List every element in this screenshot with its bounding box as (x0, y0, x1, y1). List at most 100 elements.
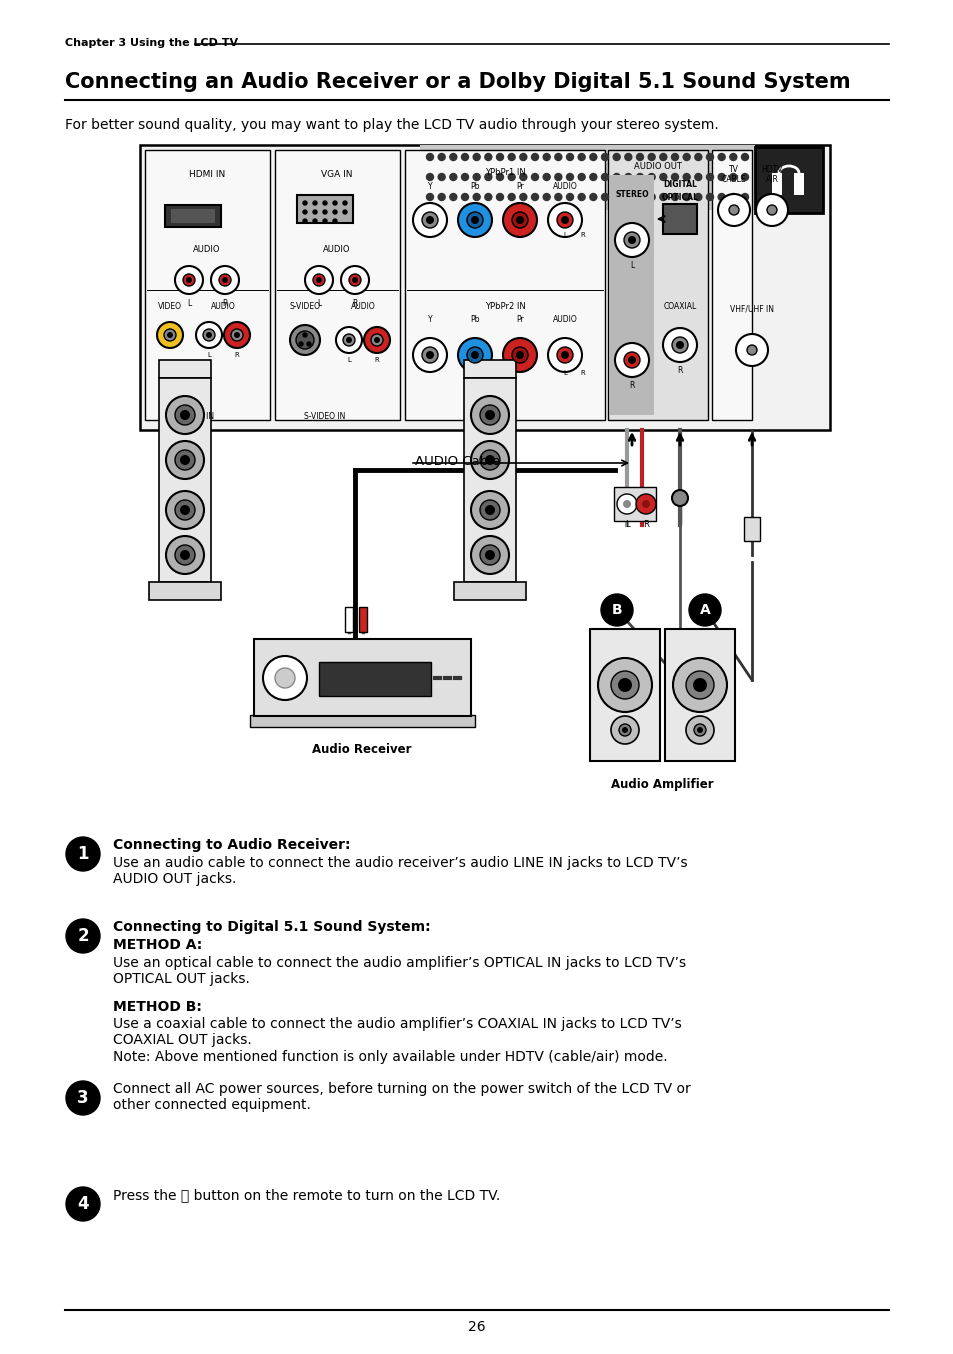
Circle shape (298, 343, 303, 347)
Circle shape (613, 194, 619, 200)
Circle shape (195, 322, 222, 348)
Circle shape (496, 194, 503, 200)
FancyBboxPatch shape (274, 150, 399, 420)
Circle shape (547, 338, 581, 372)
Circle shape (555, 194, 561, 200)
Circle shape (746, 345, 757, 355)
Circle shape (718, 194, 724, 200)
Circle shape (295, 330, 314, 349)
Circle shape (516, 217, 523, 223)
Circle shape (174, 265, 203, 294)
FancyBboxPatch shape (743, 517, 760, 542)
FancyBboxPatch shape (149, 582, 221, 600)
Circle shape (479, 405, 499, 425)
Circle shape (335, 328, 361, 353)
Circle shape (729, 194, 736, 200)
Circle shape (274, 668, 294, 688)
Circle shape (555, 173, 561, 180)
Text: A: A (699, 603, 710, 617)
Circle shape (180, 455, 190, 464)
FancyBboxPatch shape (253, 639, 471, 716)
Text: R: R (629, 380, 634, 390)
Circle shape (694, 173, 701, 180)
FancyBboxPatch shape (662, 204, 697, 234)
Circle shape (610, 716, 639, 743)
Circle shape (186, 278, 192, 283)
Text: L: L (562, 370, 566, 376)
Circle shape (303, 210, 307, 214)
Circle shape (167, 332, 172, 338)
Text: AUDIO: AUDIO (552, 315, 577, 324)
Circle shape (66, 919, 100, 953)
Circle shape (364, 328, 390, 353)
Circle shape (461, 173, 468, 180)
Circle shape (508, 194, 515, 200)
Circle shape (560, 217, 568, 223)
Text: METHOD B:: METHOD B: (112, 1001, 202, 1014)
Bar (771, 173, 781, 195)
FancyBboxPatch shape (419, 145, 754, 210)
Circle shape (557, 347, 573, 363)
Circle shape (627, 236, 636, 244)
Circle shape (290, 325, 319, 355)
Circle shape (671, 337, 687, 353)
Circle shape (613, 153, 619, 161)
Circle shape (183, 274, 194, 286)
FancyBboxPatch shape (345, 607, 353, 632)
Circle shape (623, 352, 639, 368)
Circle shape (566, 153, 573, 161)
Circle shape (578, 153, 584, 161)
Circle shape (484, 410, 495, 420)
Circle shape (479, 546, 499, 565)
Text: AUDIO OUT: AUDIO OUT (634, 162, 681, 171)
Text: Audio Receiver: Audio Receiver (312, 743, 412, 756)
Text: Chapter 3 Using the LCD TV: Chapter 3 Using the LCD TV (65, 38, 238, 47)
Text: R: R (375, 357, 379, 363)
Circle shape (685, 672, 713, 699)
Circle shape (589, 153, 597, 161)
Circle shape (694, 153, 701, 161)
Circle shape (426, 173, 433, 180)
Text: AUDIO: AUDIO (193, 245, 220, 255)
Circle shape (671, 153, 678, 161)
Circle shape (166, 492, 204, 529)
Circle shape (685, 716, 713, 743)
Circle shape (180, 550, 190, 561)
Circle shape (766, 204, 776, 215)
Circle shape (706, 194, 713, 200)
Circle shape (413, 203, 447, 237)
Circle shape (484, 455, 495, 464)
Circle shape (502, 203, 537, 237)
Circle shape (313, 274, 325, 286)
Text: L: L (562, 232, 566, 238)
Text: HDMI IN: HDMI IN (189, 171, 225, 179)
Text: AUDIO Cable: AUDIO Cable (415, 455, 499, 468)
Circle shape (343, 334, 355, 347)
Text: L: L (187, 299, 191, 307)
Circle shape (421, 213, 437, 227)
FancyBboxPatch shape (140, 145, 829, 431)
Circle shape (66, 1187, 100, 1221)
Circle shape (601, 173, 608, 180)
Text: Y: Y (427, 181, 432, 191)
Circle shape (624, 153, 631, 161)
Circle shape (426, 153, 433, 161)
Circle shape (174, 500, 194, 520)
Circle shape (621, 727, 627, 733)
FancyBboxPatch shape (609, 175, 654, 414)
Circle shape (706, 173, 713, 180)
Circle shape (471, 395, 509, 435)
Circle shape (166, 536, 204, 574)
Text: Use an audio cable to connect the audio receiver’s audio LINE IN jacks to LCD TV: Use an audio cable to connect the audio … (112, 856, 687, 887)
Circle shape (682, 153, 689, 161)
Circle shape (740, 153, 748, 161)
Circle shape (157, 322, 183, 348)
Text: HDTV: HDTV (760, 165, 781, 175)
Bar (171, 209, 214, 223)
FancyBboxPatch shape (159, 360, 211, 378)
Circle shape (303, 219, 307, 223)
FancyBboxPatch shape (165, 204, 221, 227)
Circle shape (461, 153, 468, 161)
Text: Y: Y (427, 315, 432, 324)
Text: Connecting an Audio Receiver or a Dolby Digital 5.1 Sound System: Connecting an Audio Receiver or a Dolby … (65, 72, 850, 92)
